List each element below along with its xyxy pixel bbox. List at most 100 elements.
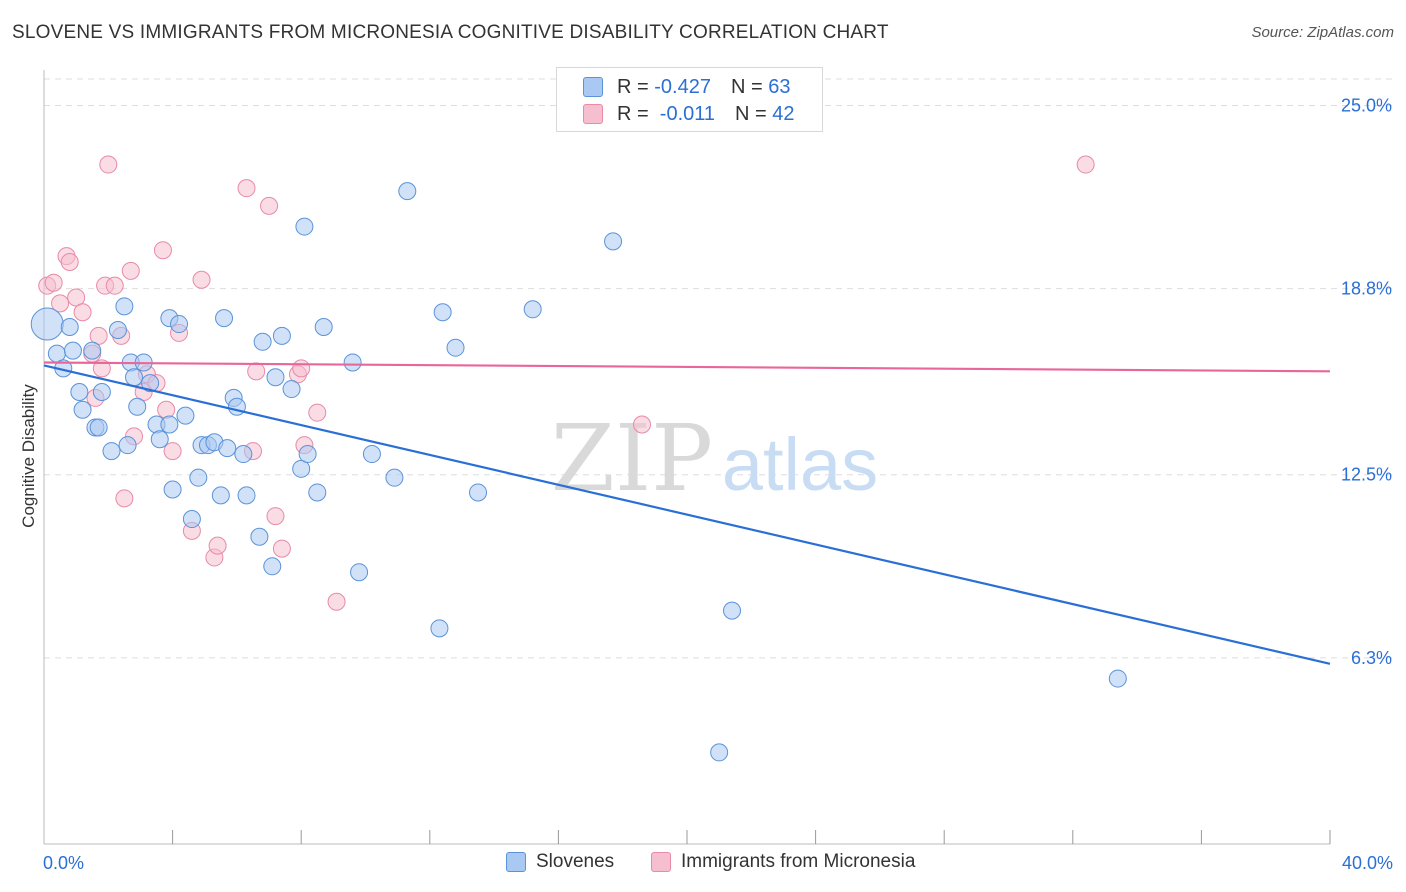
legend-r-value: -0.011: [654, 102, 716, 125]
micronesia-point: [51, 294, 70, 313]
slovene-point: [234, 445, 253, 464]
y-axis-label: Cognitive Disability: [19, 384, 38, 528]
watermark-zip: ZIP: [551, 405, 713, 512]
micronesia-point: [208, 536, 227, 555]
slovene-points: [30, 182, 1127, 762]
legend-label-micronesia: Immigrants from Micronesia: [681, 851, 916, 872]
source-label: Source: ZipAtlas.com: [1251, 24, 1394, 41]
legend-n-label: N =: [730, 75, 769, 98]
slovene-point: [523, 300, 542, 319]
slovene-point: [115, 297, 134, 316]
slovene-point: [272, 326, 291, 345]
slovenes-swatch: [583, 77, 603, 97]
trend-lines: [43, 361, 1331, 665]
y-tick-label: 6.3%: [1351, 648, 1392, 668]
micronesia-point: [260, 196, 279, 215]
micronesia-point: [157, 400, 176, 419]
micronesia-point: [121, 261, 140, 280]
micronesia-point: [163, 442, 182, 461]
slovene-point: [227, 397, 246, 416]
slovene-point: [237, 486, 256, 505]
micronesia-point: [632, 415, 651, 434]
slovene-point: [250, 527, 269, 546]
slovenes-swatch: [506, 852, 526, 872]
slovene-point: [83, 341, 102, 360]
micronesia-point: [153, 241, 172, 260]
micronesia-point: [105, 276, 124, 295]
slovene-point: [433, 303, 452, 322]
slovene-point: [125, 368, 144, 387]
slovene-point: [298, 445, 317, 464]
micronesia-point: [272, 539, 291, 558]
micronesia-point: [266, 507, 285, 526]
chart-title: SLOVENE VS IMMIGRANTS FROM MICRONESIA CO…: [12, 22, 889, 43]
slovene-point: [1108, 669, 1127, 688]
slovene-point: [469, 483, 488, 502]
slovene-point: [189, 468, 208, 487]
slovene-point: [89, 418, 108, 437]
legend-item-slovenes[interactable]: Slovenes: [506, 851, 614, 873]
slovene-point: [282, 380, 301, 399]
slovene-point: [163, 480, 182, 499]
micronesia-points: [38, 155, 1095, 611]
legend-n-value: 63: [768, 75, 791, 98]
slovene-point: [398, 182, 417, 201]
micronesia-point: [308, 403, 327, 422]
slovene-point: [308, 483, 327, 502]
series-legend: Slovenes Immigrants from Micronesia: [0, 851, 1406, 879]
slovene-point: [253, 332, 272, 351]
slovene-point: [118, 436, 137, 455]
slovene-point: [128, 397, 147, 416]
slovene-point: [92, 383, 111, 402]
watermark: ZIP atlas: [551, 405, 878, 512]
micronesia-swatch: [651, 852, 671, 872]
legend-n-value: 42: [772, 102, 795, 125]
slovene-point: [63, 341, 82, 360]
micronesia-swatch: [583, 104, 603, 124]
legend-r-label: R =: [617, 102, 655, 125]
slovene-point: [314, 318, 333, 337]
micronesia-point: [115, 489, 134, 508]
legend-item-micronesia[interactable]: Immigrants from Micronesia: [651, 851, 915, 873]
micronesia-trend-line: [43, 361, 1331, 373]
slovene-point: [215, 309, 234, 328]
micronesia-point: [92, 359, 111, 378]
slovene-point: [263, 557, 282, 576]
slovene-point: [160, 415, 179, 434]
slovene-point: [170, 315, 189, 334]
slovene-point: [141, 374, 160, 393]
slovene-point: [362, 445, 381, 464]
stats-legend: R = -0.427 N = 63 R = -0.011 N = 42: [556, 67, 823, 132]
legend-n-label: N =: [735, 102, 773, 125]
slovene-point: [73, 400, 92, 419]
micronesia-point: [73, 303, 92, 322]
slovene-point: [266, 368, 285, 387]
micronesia-point: [292, 359, 311, 378]
micronesia-point: [327, 592, 346, 611]
grid-lines: [44, 78, 1392, 659]
y-tick-label: 18.8%: [1341, 279, 1392, 299]
legend-r-value: -0.427: [654, 75, 711, 98]
slovene-point: [108, 320, 127, 339]
slovene-point: [343, 353, 362, 372]
slovene-point: [710, 743, 729, 762]
micronesia-point: [247, 362, 266, 381]
axes: [43, 70, 1331, 845]
slovene-point: [176, 406, 195, 425]
slovene-point: [70, 383, 89, 402]
slovene-trend-line: [43, 364, 1331, 665]
slovene-point: [723, 601, 742, 620]
slovene-point: [218, 439, 237, 458]
slovene-point: [295, 217, 314, 236]
slovene-point: [60, 318, 79, 337]
slovene-point: [30, 307, 64, 341]
legend-row-micronesia: R = -0.011 N = 42: [583, 101, 795, 127]
slovene-point: [102, 442, 121, 461]
slovene-point: [446, 338, 465, 357]
x-tick-label: 40.0%: [1342, 853, 1393, 873]
y-tick-label: 25.0%: [1341, 95, 1392, 115]
slovene-point: [385, 468, 404, 487]
slovene-point: [150, 430, 169, 449]
slovene-point: [182, 510, 201, 529]
micronesia-point: [44, 273, 63, 292]
